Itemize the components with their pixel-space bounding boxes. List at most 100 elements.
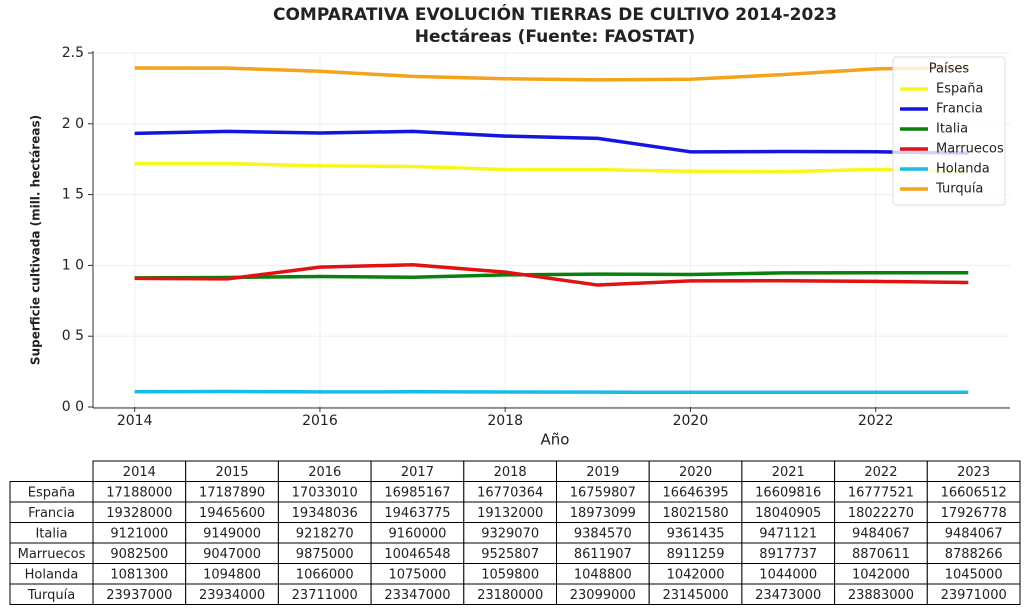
legend-label: Italia xyxy=(936,122,968,137)
table-value: 16770364 xyxy=(477,485,543,500)
table-value: 9160000 xyxy=(388,526,446,541)
table-value: 1094800 xyxy=(203,567,261,582)
table-value: 9471121 xyxy=(759,526,817,541)
chart-subtitle: Hectáreas (Fuente: FAOSTAT) xyxy=(415,27,696,47)
series-line xyxy=(134,389,969,394)
chart-title: COMPARATIVA EVOLUCIÓN TIERRAS DE CULTIVO… xyxy=(273,3,837,25)
table-value: 1042000 xyxy=(667,567,725,582)
table-value: 18040905 xyxy=(755,506,821,521)
table-header: 2016 xyxy=(308,465,341,480)
table-value: 19348036 xyxy=(292,506,358,521)
series-line xyxy=(134,262,969,287)
table-value: 18021580 xyxy=(662,506,728,521)
legend-label: Holanda xyxy=(936,162,990,177)
table-value: 18973099 xyxy=(570,506,636,521)
series-line xyxy=(134,161,969,174)
table-header: 2017 xyxy=(401,465,434,480)
table-value: 1048800 xyxy=(574,567,632,582)
table-value: 16985167 xyxy=(384,485,450,500)
table-value: 9082500 xyxy=(110,547,168,562)
series-line xyxy=(134,129,969,155)
y-axis-label: Superficie cultivada (mill. hectáreas) xyxy=(29,115,43,365)
table-value: 16606512 xyxy=(941,485,1007,500)
table-header: 2014 xyxy=(123,465,156,480)
table-value: 9329070 xyxy=(481,526,539,541)
y-tick-label: 0 5 xyxy=(62,328,84,344)
table-value: 8870611 xyxy=(852,547,910,562)
table-value: 23473000 xyxy=(755,588,821,603)
x-tick-label: 2020 xyxy=(673,413,709,429)
legend-label: España xyxy=(936,82,983,97)
table-value: 9875000 xyxy=(296,547,354,562)
table-value: 23711000 xyxy=(292,588,358,603)
x-tick-label: 2022 xyxy=(858,413,894,429)
table-row-label: Marruecos xyxy=(18,547,86,562)
table-value: 9484067 xyxy=(945,526,1003,541)
table-value: 16777521 xyxy=(848,485,914,500)
legend-label: Marruecos xyxy=(936,142,1004,157)
table-header: 2015 xyxy=(216,465,249,480)
x-tick-label: 2014 xyxy=(117,413,153,429)
table-row-label: España xyxy=(28,485,75,500)
series-line xyxy=(134,65,969,82)
table-value: 1044000 xyxy=(759,567,817,582)
table-header: 2020 xyxy=(679,465,712,480)
table-value: 19465600 xyxy=(199,506,265,521)
table-value: 8788266 xyxy=(945,547,1003,562)
table-value: 19328000 xyxy=(106,506,172,521)
x-tick-label: 2016 xyxy=(302,413,338,429)
table-value: 16609816 xyxy=(755,485,821,500)
table-value: 1045000 xyxy=(945,567,1003,582)
y-tick-label: 2 0 xyxy=(62,116,84,132)
table-value: 8611907 xyxy=(574,547,632,562)
table-value: 9149000 xyxy=(203,526,261,541)
table-value: 9384570 xyxy=(574,526,632,541)
y-tick-label: 0 0 xyxy=(62,399,84,415)
table-value: 1081300 xyxy=(110,567,168,582)
table-header: 2022 xyxy=(864,465,897,480)
table-value: 23145000 xyxy=(662,588,728,603)
table-value: 19463775 xyxy=(384,506,450,521)
table-row-label: Turquía xyxy=(27,588,75,603)
table-value: 8911259 xyxy=(667,547,725,562)
table-value: 17187890 xyxy=(199,485,265,500)
legend-title: Países xyxy=(929,62,970,77)
table-value: 1066000 xyxy=(296,567,354,582)
table-header: 2018 xyxy=(494,465,527,480)
table-value: 1042000 xyxy=(852,567,910,582)
table-value: 17926778 xyxy=(941,506,1007,521)
table-value: 23971000 xyxy=(941,588,1007,603)
legend-label: Turquía xyxy=(935,182,983,197)
y-tick-label: 1 0 xyxy=(62,257,84,273)
legend-label: Francia xyxy=(936,102,983,117)
table-value: 23883000 xyxy=(848,588,914,603)
table-value: 9361435 xyxy=(667,526,725,541)
table-value: 23099000 xyxy=(570,588,636,603)
table-value: 23934000 xyxy=(199,588,265,603)
table-value: 16759807 xyxy=(570,485,636,500)
table-value: 9525807 xyxy=(481,547,539,562)
table-header: 2019 xyxy=(586,465,619,480)
table-value: 18022270 xyxy=(848,506,914,521)
table-value: 17033010 xyxy=(292,485,358,500)
table-value: 9484067 xyxy=(852,526,910,541)
x-tick-label: 2018 xyxy=(487,413,523,429)
table-value: 10046548 xyxy=(384,547,450,562)
y-tick-label: 2.5 xyxy=(62,45,84,61)
table-value: 23937000 xyxy=(106,588,172,603)
table-row-label: Holanda xyxy=(25,567,79,582)
y-tick-label: 1 5 xyxy=(62,187,84,203)
table-cell xyxy=(926,583,1021,605)
table-value: 8917737 xyxy=(759,547,817,562)
table-value: 9121000 xyxy=(110,526,168,541)
table-value: 9047000 xyxy=(203,547,261,562)
series-line xyxy=(134,270,969,280)
table-value: 19132000 xyxy=(477,506,543,521)
table-value: 23347000 xyxy=(384,588,450,603)
table-header: 2021 xyxy=(772,465,805,480)
table-value: 9218270 xyxy=(296,526,354,541)
x-axis-label: Año xyxy=(541,431,570,449)
table-header: 2023 xyxy=(957,465,990,480)
